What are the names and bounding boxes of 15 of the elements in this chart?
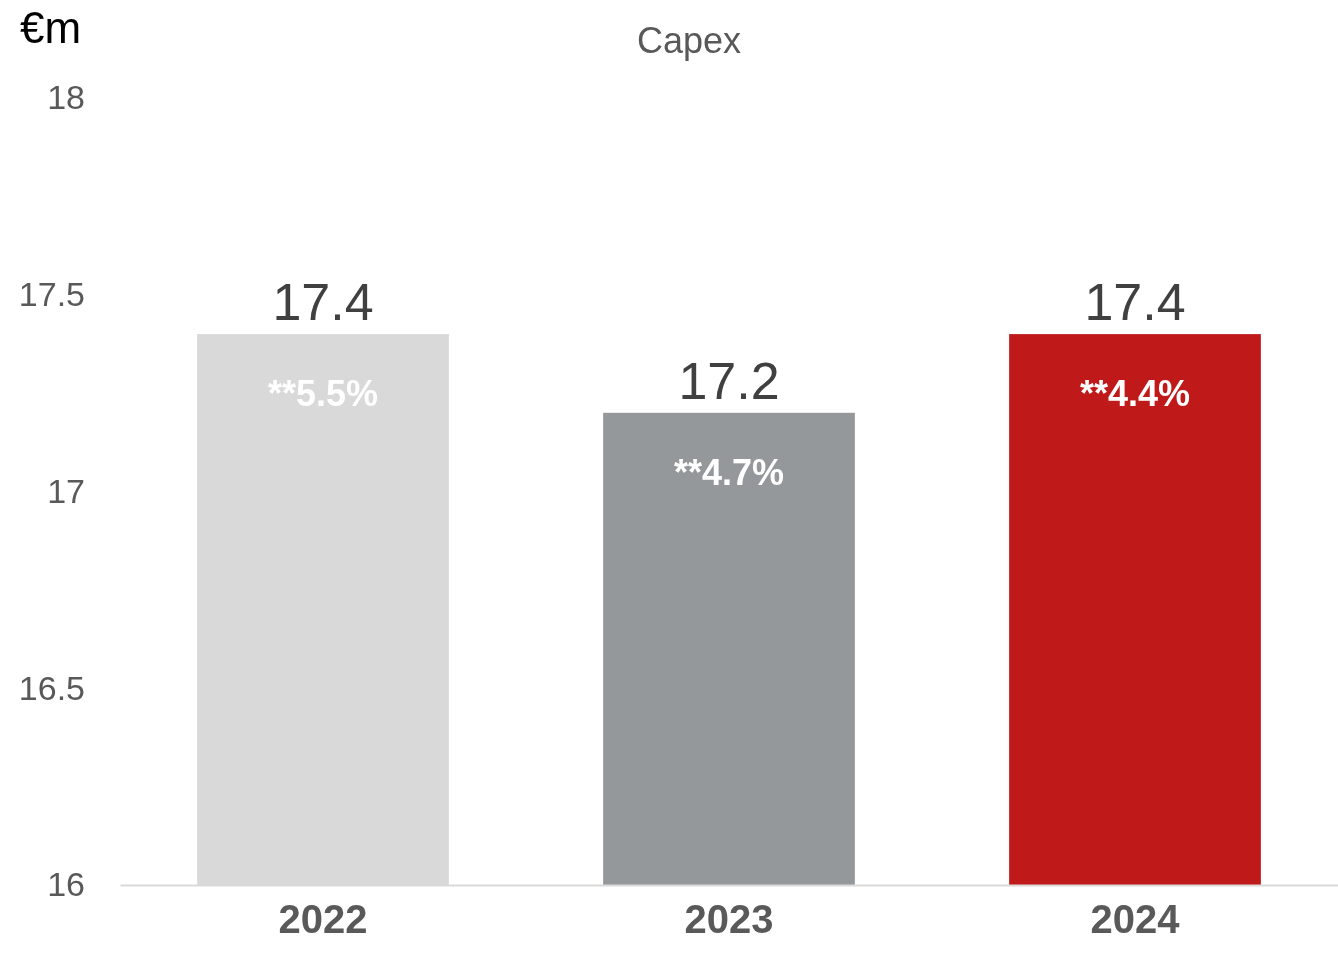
y-axis-title: €m xyxy=(20,3,82,52)
y-tick-label: 18 xyxy=(47,78,85,117)
data-label: 17.4 xyxy=(272,273,374,332)
data-label: 17.2 xyxy=(678,351,780,410)
y-tick-label: 16 xyxy=(47,865,85,904)
annotation: **4.7% xyxy=(673,451,785,493)
annotation: **4.4% xyxy=(1079,373,1191,415)
data-label: 17.4 xyxy=(1084,273,1186,332)
x-tick-label: 2023 xyxy=(684,897,774,942)
x-tick-label: 2022 xyxy=(278,897,368,942)
chart-title: Capex xyxy=(636,20,742,61)
y-tick-label: 17 xyxy=(47,471,85,510)
x-tick-label: 2024 xyxy=(1090,897,1181,942)
y-tick-label: 17.5 xyxy=(18,275,85,314)
y-tick-label: 16.5 xyxy=(18,668,85,707)
